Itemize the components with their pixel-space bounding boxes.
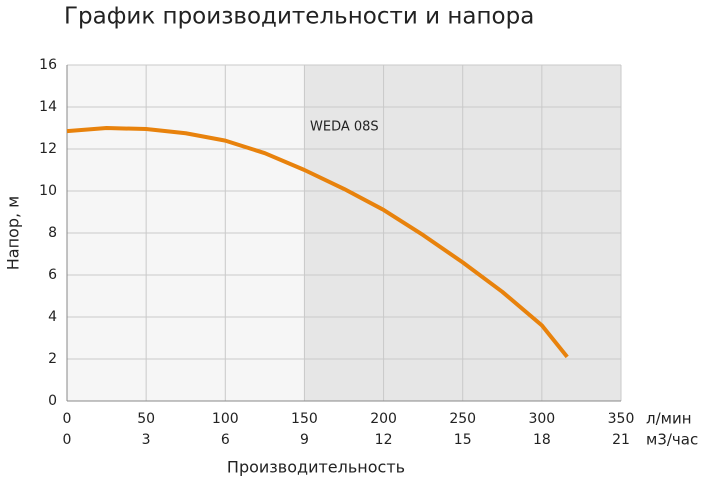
- x2-tick-label: 3: [142, 432, 151, 448]
- y-tick-label: 0: [48, 393, 57, 409]
- y-tick-label: 14: [39, 99, 57, 115]
- x-axis-title: Производительность: [227, 458, 405, 477]
- y-tick-label: 10: [39, 183, 57, 199]
- x-tick-label: 0: [63, 411, 72, 427]
- x2-tick-label: 6: [221, 432, 230, 448]
- x-tick-label: 350: [608, 411, 635, 427]
- x2-tick-label: 18: [533, 432, 551, 448]
- x2-tick-label: 0: [63, 432, 72, 448]
- x-tick-label: 300: [528, 411, 555, 427]
- chart-title: График производительности и напора: [64, 4, 534, 30]
- y-tick-label: 12: [39, 141, 57, 157]
- y-axis-title: Напор, м: [4, 196, 23, 270]
- x2-unit-label: м3/час: [646, 431, 698, 449]
- x-tick-label: 50: [137, 411, 155, 427]
- y-tick-label: 6: [48, 267, 57, 283]
- x2-tick-label: 12: [375, 432, 393, 448]
- y-tick-label: 8: [48, 225, 57, 241]
- x-tick-label: 100: [212, 411, 239, 427]
- y-tick-label: 2: [48, 351, 57, 367]
- x-tick-label: 200: [370, 411, 397, 427]
- x-tick-label: 150: [291, 411, 318, 427]
- x2-tick-label: 9: [300, 432, 309, 448]
- series-label: WEDA 08S: [310, 120, 379, 135]
- x-tick-label: 250: [449, 411, 476, 427]
- x-unit-label: л/мин: [646, 410, 692, 428]
- x2-tick-label: 15: [454, 432, 472, 448]
- y-tick-label: 4: [48, 309, 57, 325]
- data-line: [66, 126, 569, 359]
- y-tick-label: 16: [39, 57, 57, 73]
- x2-tick-label: 21: [612, 432, 630, 448]
